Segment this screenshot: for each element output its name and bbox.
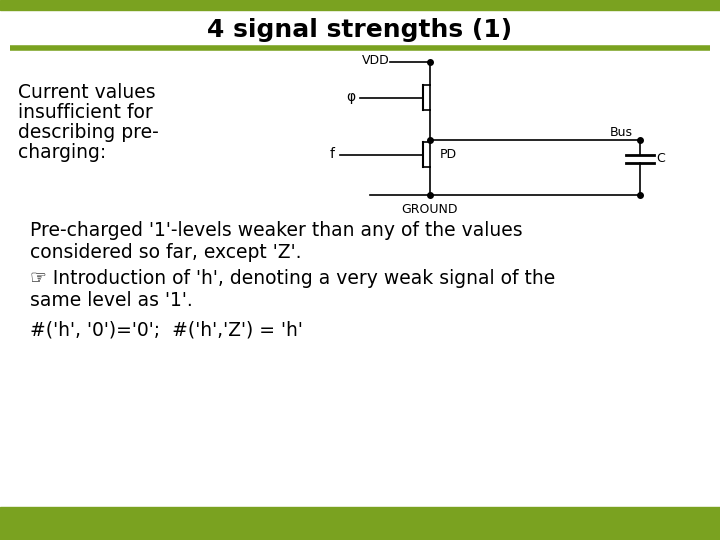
Text: C: C bbox=[656, 152, 665, 165]
Text: considered so far, except 'Z'.: considered so far, except 'Z'. bbox=[30, 242, 302, 261]
Text: ☞ Introduction of 'h', denoting a very weak signal of the: ☞ Introduction of 'h', denoting a very w… bbox=[30, 268, 555, 287]
Text: technische universität: technische universität bbox=[50, 510, 181, 523]
Text: Current values: Current values bbox=[18, 83, 156, 102]
Text: informatik: informatik bbox=[200, 521, 261, 534]
Text: Bus: Bus bbox=[610, 125, 633, 138]
Text: f: f bbox=[330, 147, 335, 161]
Text: PD: PD bbox=[440, 148, 457, 161]
Text: 4 signal strengths (1): 4 signal strengths (1) bbox=[207, 18, 513, 42]
Text: informatik 12,  2010: informatik 12, 2010 bbox=[330, 521, 451, 534]
Text: dortmund: dortmund bbox=[50, 521, 109, 534]
Text: VDD: VDD bbox=[362, 53, 390, 66]
Text: describing pre-: describing pre- bbox=[18, 123, 158, 141]
Bar bbox=[0, 507, 720, 540]
Text: fakultät für: fakultät für bbox=[200, 510, 266, 523]
Text: © p. marwedel,: © p. marwedel, bbox=[330, 510, 423, 523]
Text: insufficient for: insufficient for bbox=[18, 103, 153, 122]
Text: #('h', '0')='0';  #('h','Z') = 'h': #('h', '0')='0'; #('h','Z') = 'h' bbox=[30, 321, 303, 340]
Text: GROUND: GROUND bbox=[402, 203, 458, 216]
Text: fi: fi bbox=[178, 507, 191, 525]
Bar bbox=[0, 0, 720, 10]
Text: u: u bbox=[21, 507, 34, 525]
Text: t: t bbox=[13, 507, 22, 525]
Text: same level as '1'.: same level as '1'. bbox=[30, 291, 193, 309]
Text: Pre-charged '1'-levels weaker than any of the values: Pre-charged '1'-levels weaker than any o… bbox=[30, 220, 523, 240]
Text: φ: φ bbox=[346, 91, 355, 105]
Text: - 39 -: - 39 - bbox=[676, 516, 707, 529]
Text: charging:: charging: bbox=[18, 143, 107, 161]
